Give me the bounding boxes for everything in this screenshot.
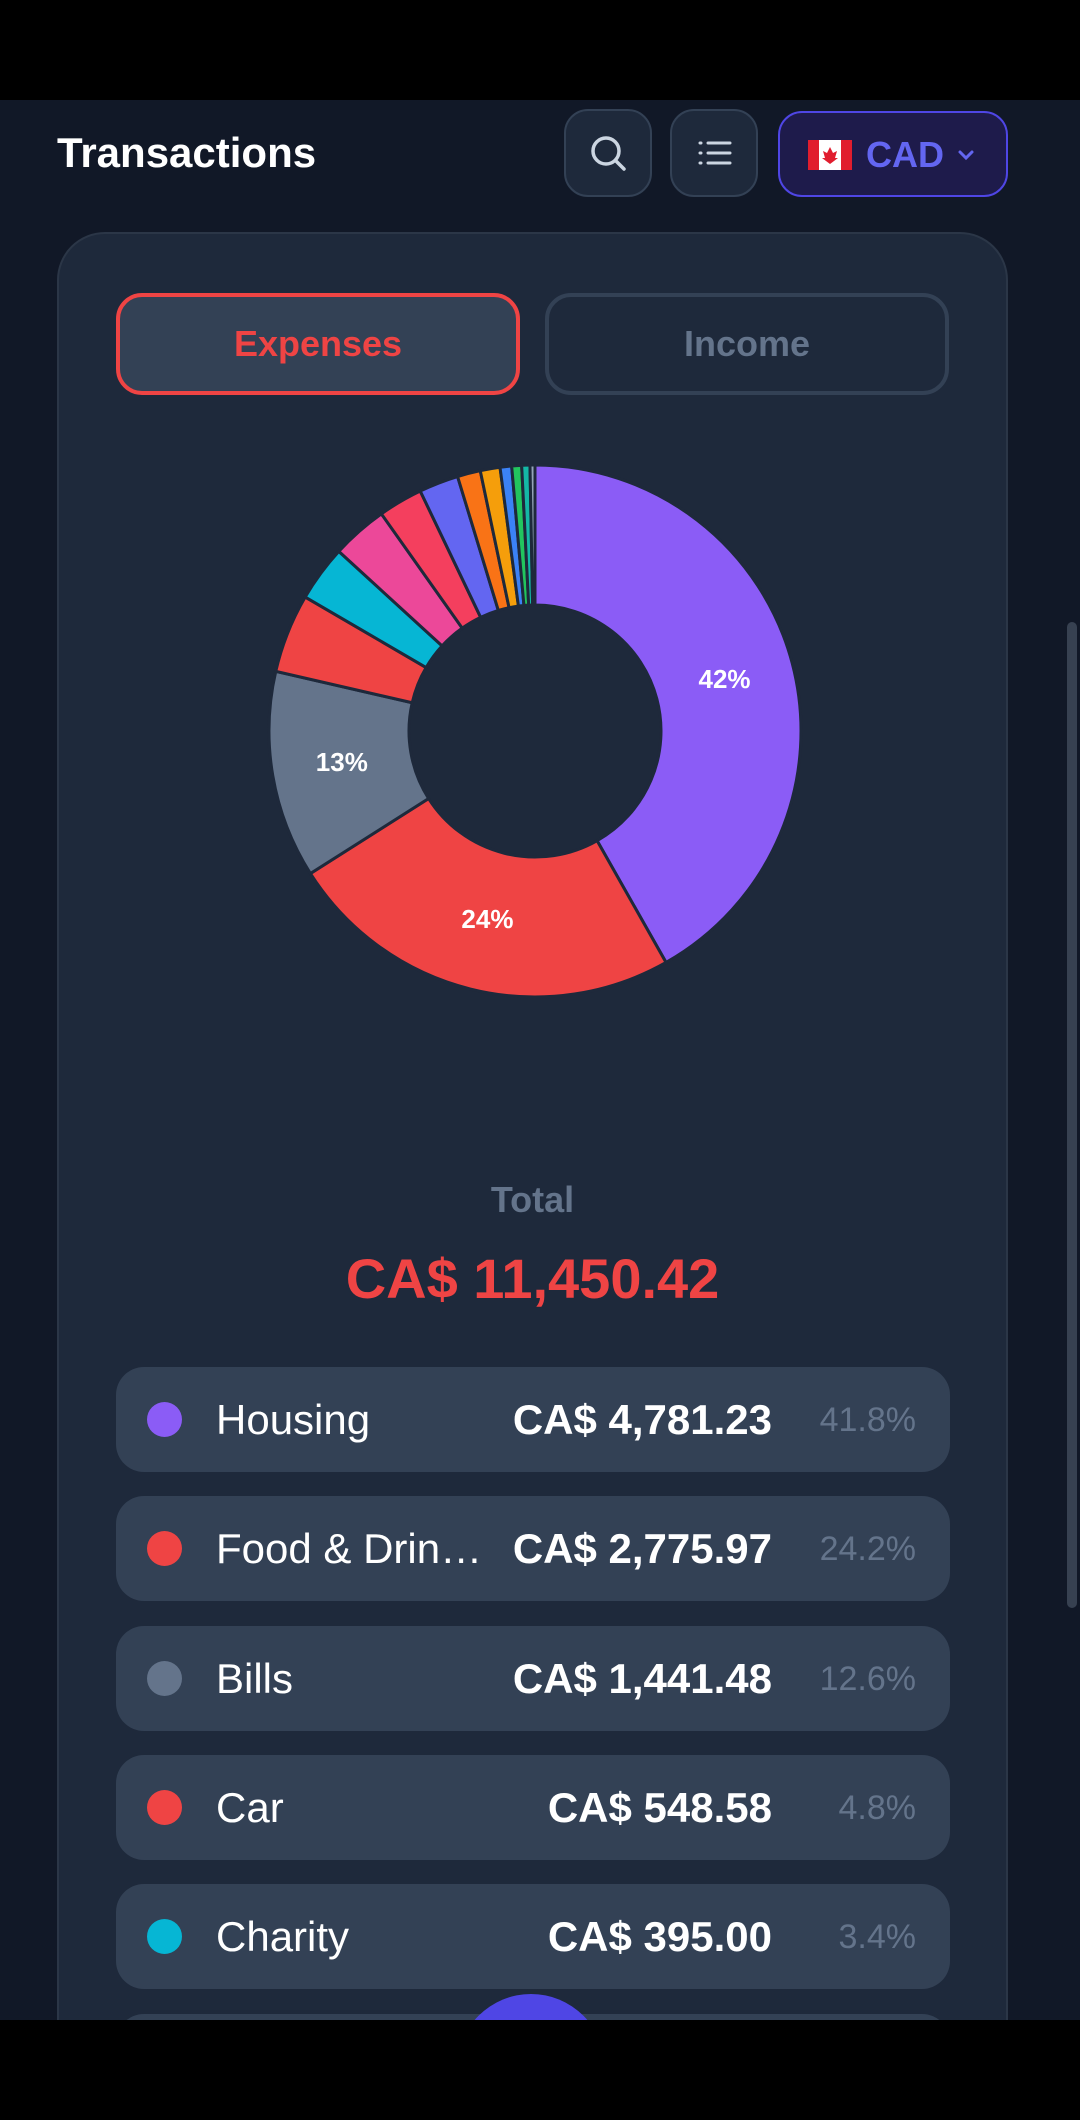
category-percent: 41.8% (819, 1401, 916, 1439)
category-row[interactable]: Food & Drin… CA$ 2,775.97 24.2% (116, 1496, 950, 1602)
income-tab[interactable]: Income (545, 293, 949, 395)
category-amount: CA$ 548.58 (547, 1783, 772, 1831)
category-row[interactable]: Charity CA$ 395.00 3.4% (116, 1884, 950, 1990)
category-amount: CA$ 395.00 (547, 1913, 772, 1961)
category-amount: CA$ 4,781.23 (512, 1396, 772, 1443)
page-title: Transactions (57, 129, 317, 176)
donut-slice (528, 463, 537, 607)
list-button[interactable] (670, 109, 758, 197)
donut-slice (533, 463, 803, 965)
category-dot (147, 1531, 182, 1567)
slice-label: 42% (699, 664, 751, 694)
slice-label: 24% (461, 904, 513, 934)
category-amount: CA$ 2,775.97 (512, 1525, 772, 1573)
category-dot (147, 1789, 182, 1825)
search-button[interactable] (564, 109, 652, 197)
category-percent: 24.2% (819, 1530, 916, 1569)
slice-label: 13% (316, 747, 368, 777)
currency-button[interactable]: CAD (778, 111, 1008, 197)
category-dot (147, 1402, 182, 1437)
category-row[interactable]: Bills CA$ 1,441.48 12.6% (116, 1625, 950, 1731)
category-percent: 4.8% (838, 1788, 917, 1827)
category-percent: 12.6% (819, 1659, 916, 1698)
category-name: Charity (216, 1913, 350, 1961)
list-icon (698, 141, 732, 165)
category-row[interactable]: Car CA$ 548.58 4.8% (116, 1754, 950, 1860)
currency-label: CAD (866, 134, 944, 175)
search-icon (591, 136, 626, 171)
app-screen: Transactions CAD Expenses Income 42% 24% 1… (0, 100, 1080, 2020)
category-dot (147, 1660, 182, 1696)
category-name: Bills (216, 1654, 294, 1702)
expenses-tab[interactable]: Expenses (116, 293, 520, 395)
category-row[interactable]: Housing CA$ 4,781.23 41.8% (116, 1367, 950, 1472)
category-dot (147, 1919, 182, 1955)
donut-slice (308, 796, 669, 999)
donut-chart: 42% 24% 13% (267, 463, 803, 999)
category-percent: 3.4% (838, 1918, 917, 1957)
category-name: Car (216, 1783, 284, 1831)
scrollbar (1067, 622, 1077, 1608)
chevron-icon (958, 150, 974, 161)
summary-card: Expenses Income 42% 24% 13% Total CA$ 11,4… (57, 232, 1008, 2020)
flag-icon (808, 140, 852, 170)
donut-slice (267, 669, 431, 876)
category-amount: CA$ 1,441.48 (512, 1654, 772, 1702)
category-name: Housing (216, 1396, 371, 1443)
total-label: Total (490, 1179, 575, 1220)
total-value: CA$ 11,450.42 (345, 1247, 720, 1310)
category-name: Food & Drin… (216, 1525, 481, 1573)
